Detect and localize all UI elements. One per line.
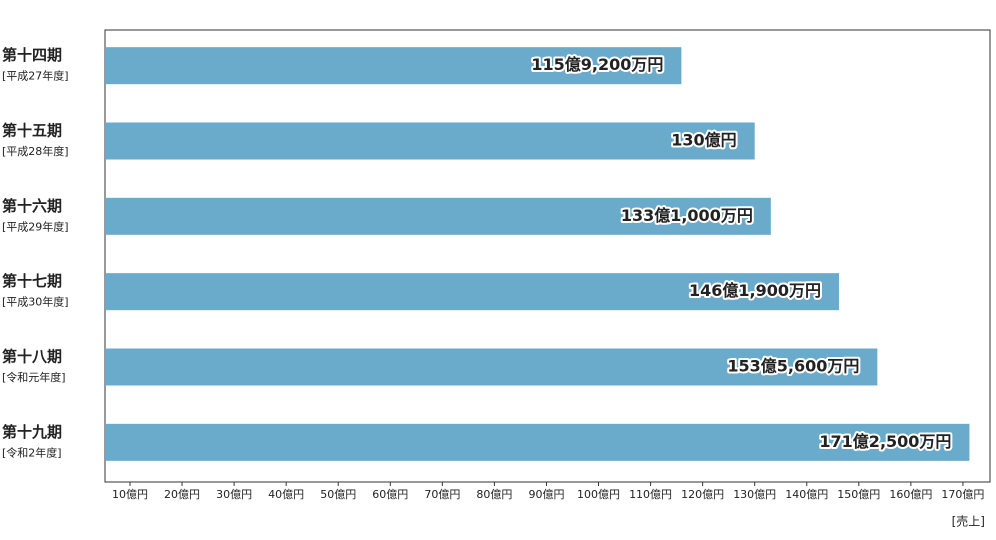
x-tick-label: 150億円: [837, 488, 880, 501]
category-label: 第十七期: [2, 272, 62, 290]
x-tick-label: 40億円: [268, 488, 304, 501]
x-tick-label: 10億円: [112, 488, 148, 501]
x-tick-label: 30億円: [216, 488, 252, 501]
value-label: 146億1,900万円: [689, 281, 821, 300]
bar: [105, 197, 771, 235]
category-note: [平成29年度]: [2, 219, 69, 233]
x-tick-label: 160億円: [889, 488, 932, 501]
x-tick-label: 120億円: [681, 488, 724, 501]
bar: [105, 348, 878, 386]
x-tick-label: 90億円: [528, 488, 564, 501]
value-label: 115億9,200万円: [531, 55, 663, 74]
category-note: [令和元年度]: [2, 370, 66, 384]
category-note: [平成27年度]: [2, 69, 69, 83]
plot-frame: [104, 29, 991, 483]
bar: [105, 273, 839, 311]
x-tick-label: 60億円: [372, 488, 408, 501]
x-tick-label: 50億円: [320, 488, 356, 501]
value-label: 130億円: [671, 131, 736, 150]
value-label: 133億1,000万円: [621, 206, 753, 225]
bar: [105, 122, 755, 160]
x-tick-label: 110億円: [629, 488, 672, 501]
value-label: 153億5,600万円: [727, 357, 859, 376]
category-label: 第十四期: [2, 46, 62, 64]
x-tick-label: 70億円: [424, 488, 460, 501]
category-label: 第十五期: [2, 122, 62, 140]
bar: [105, 47, 682, 85]
category-note: [令和2年度]: [2, 445, 62, 459]
bar: [105, 423, 970, 461]
x-tick-label: 170億円: [941, 488, 984, 501]
category-note: [平成30年度]: [2, 295, 69, 309]
category-note: [平成28年度]: [2, 144, 69, 158]
x-tick-label: 130億円: [733, 488, 776, 501]
x-axis-label: [売上]: [952, 514, 985, 529]
x-tick-label: 80億円: [476, 488, 512, 501]
x-tick-label: 20億円: [164, 488, 200, 501]
category-label: 第十八期: [2, 348, 62, 366]
category-label: 第十六期: [2, 197, 62, 215]
x-tick-label: 140億円: [785, 488, 828, 501]
value-label: 171億2,500万円: [819, 432, 951, 451]
x-tick-label: 100億円: [577, 488, 620, 501]
category-label: 第十九期: [2, 423, 62, 441]
